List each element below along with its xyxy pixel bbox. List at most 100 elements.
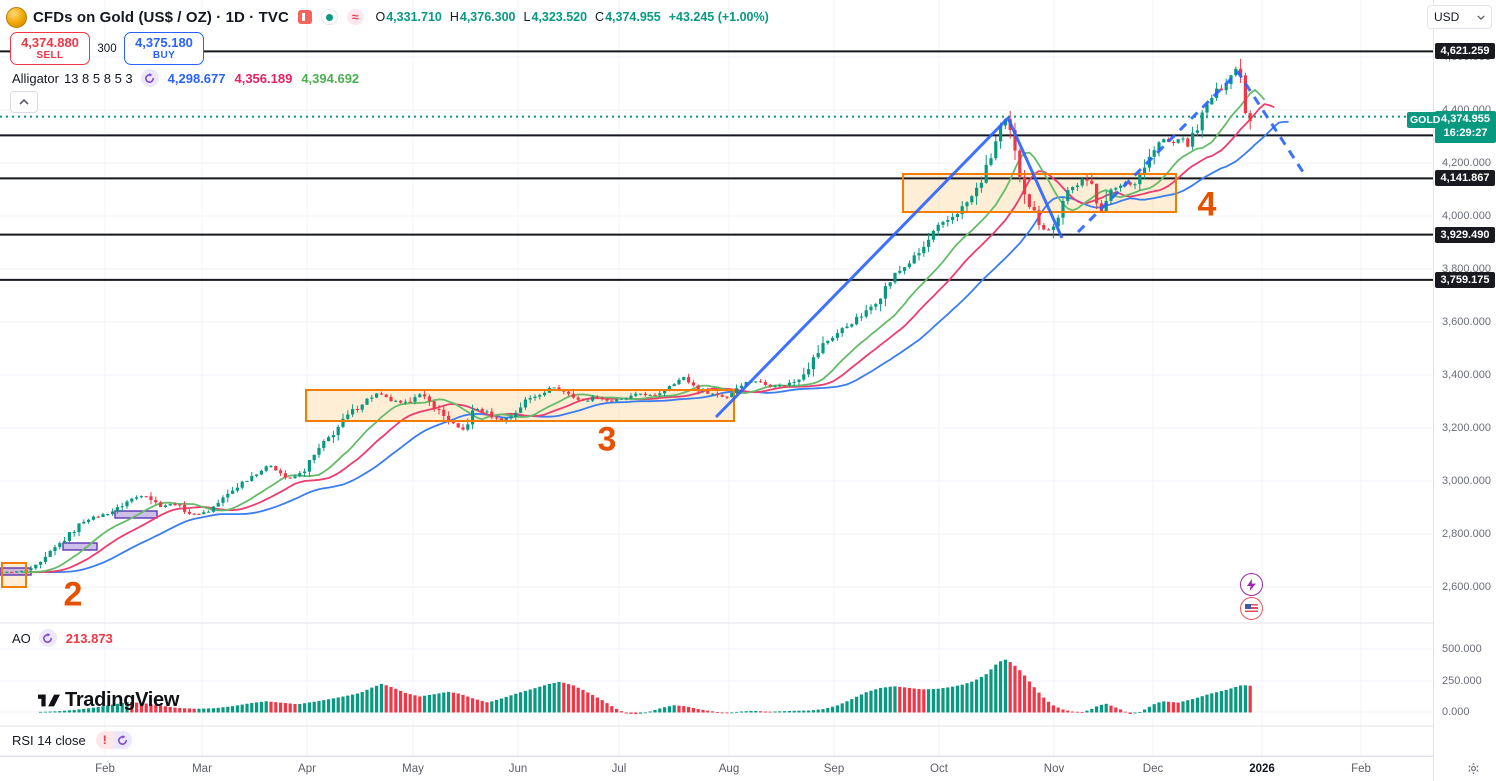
candle-body [442, 409, 446, 416]
candle-body [672, 384, 676, 387]
ao-bar [816, 709, 820, 713]
ao-bar [802, 710, 806, 713]
ao-bar [960, 684, 964, 713]
candle-body [898, 270, 902, 273]
ao-bar [58, 711, 62, 713]
ao-bar [63, 710, 67, 713]
ao-bar [178, 708, 182, 713]
alligator-jaw-value: 4,298.677 [167, 70, 226, 86]
buy-price: 4,375.180 [135, 34, 193, 50]
candle-body [360, 404, 364, 410]
candle-body [615, 399, 619, 402]
candle-body [288, 477, 292, 479]
candle-body [139, 496, 143, 498]
ao-bar [610, 706, 614, 713]
ao-bar [259, 701, 263, 713]
candle-body [307, 460, 311, 472]
chevron-down-icon [1477, 14, 1485, 20]
candle-body [451, 421, 455, 424]
region-number-label: 3 [597, 420, 617, 459]
alligator-lips-value: 4,394.692 [301, 70, 360, 86]
ao-bar [331, 698, 335, 713]
ao-bar [1042, 697, 1046, 713]
candle-body [485, 411, 489, 413]
close-value: 4,374.955 [605, 10, 661, 24]
ao-bar [168, 706, 172, 713]
candle-body [999, 125, 1003, 142]
ao-bar [1210, 693, 1214, 713]
candle-body [1224, 84, 1228, 91]
buy-button[interactable]: 4,375.180 BUY [124, 32, 204, 65]
candle-body [187, 511, 191, 514]
currency-selector[interactable]: USD [1427, 5, 1492, 29]
alligator-name[interactable]: Alligator [12, 70, 59, 86]
ao-bar [879, 687, 883, 713]
ao-bar [1205, 694, 1209, 713]
ao-bar [994, 664, 998, 713]
market-status-icon[interactable] [320, 9, 338, 25]
candle-body [283, 473, 287, 478]
sell-price: 4,374.880 [21, 34, 79, 50]
candle-body [931, 230, 935, 240]
candle-body [149, 496, 153, 501]
ao-bar [1095, 706, 1099, 713]
ao-bar [922, 689, 926, 713]
candle-body [259, 470, 263, 475]
candle-body [763, 382, 767, 385]
us-flag-event-icon[interactable] [1240, 597, 1263, 620]
warning-icon[interactable]: ! [95, 731, 114, 749]
sell-button[interactable]: 4,374.880 SELL [10, 32, 90, 65]
candle-body [1061, 200, 1065, 218]
candle-body [509, 416, 513, 419]
ao-name[interactable]: AO [12, 630, 31, 646]
settings-gear-icon[interactable] [1455, 758, 1491, 778]
candle-body [600, 397, 604, 399]
ao-tick-label: 0.000 [1442, 706, 1470, 718]
region-number-label: 2 [63, 575, 83, 614]
candle-body [1248, 113, 1252, 122]
ao-bar [1195, 697, 1199, 713]
ao-bar [576, 687, 580, 713]
rsi-name[interactable]: RSI 14 close [12, 732, 86, 748]
candle-body [293, 476, 297, 479]
ao-bar [1143, 709, 1147, 713]
candle-body [653, 394, 657, 396]
ao-bar [941, 688, 945, 713]
ao-bar [43, 711, 47, 713]
candle-body [399, 400, 403, 403]
symbol-title[interactable]: CFDs on Gold (US$ / OZ) · 1D · TVC [33, 8, 289, 26]
refresh-icon[interactable] [38, 629, 57, 647]
ao-bar [807, 710, 811, 713]
candle-body [1239, 68, 1243, 76]
candle-body [567, 391, 571, 394]
ao-bar [811, 710, 815, 713]
ao-bar [207, 708, 211, 713]
wave-indicator-icon[interactable]: ≈ [346, 9, 364, 25]
collapse-pane-button[interactable] [10, 91, 38, 113]
candle-body [19, 571, 23, 573]
trendline-solid [714, 116, 1064, 419]
candle-body [946, 220, 950, 222]
time-axis[interactable]: Feb Mar Apr May Jun Jul Aug Sep Oct Nov Dec 2026 Feb [0, 756, 1433, 781]
candle-body [403, 401, 407, 403]
lightning-event-icon[interactable] [1240, 573, 1263, 596]
ao-bar [1138, 712, 1142, 713]
candle-body [1234, 68, 1238, 76]
candle-body [111, 511, 115, 515]
ao-bar [1061, 709, 1065, 713]
ao-bar [1032, 687, 1036, 713]
change-value: +43.245 (+1.00%) [668, 10, 769, 24]
candle-body [619, 398, 623, 400]
candle-body [859, 316, 863, 318]
candle-body [432, 401, 436, 410]
ao-bar [591, 694, 595, 713]
candle-body [235, 487, 239, 491]
price-axis[interactable]: USD 4,374.955 16:29:27 4,600.0004,400.00… [1427, 0, 1496, 781]
chart-style-icon[interactable] [297, 10, 312, 24]
ao-bar [787, 710, 791, 713]
refresh-icon[interactable] [140, 69, 159, 87]
refresh-icon[interactable] [113, 731, 132, 749]
ao-bar [711, 711, 715, 713]
ao-bar [600, 700, 604, 713]
